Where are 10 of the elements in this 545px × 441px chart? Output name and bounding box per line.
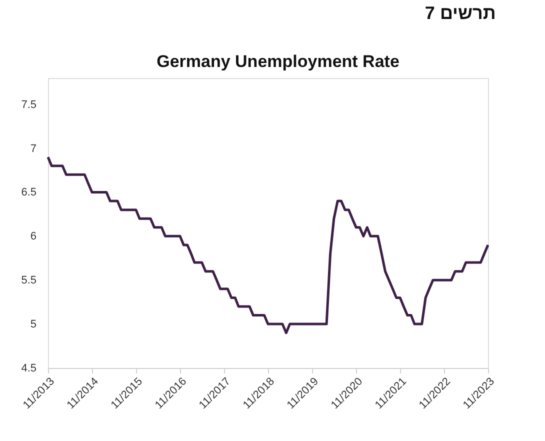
chart-subtitle: Germany Unemployment Rate <box>156 52 400 71</box>
y-tick-label: 4.5 <box>21 362 36 374</box>
y-tick-label: 7 <box>30 142 36 155</box>
y-tick-label: 5.5 <box>21 274 36 287</box>
y-tick-label: 5 <box>30 318 36 331</box>
y-tick-label: 6 <box>30 230 36 243</box>
chart-title: תרשים 7 <box>424 3 496 23</box>
line-series <box>46 156 490 334</box>
y-tick-label: 7.5 <box>21 98 36 111</box>
y-tick-label: 6.5 <box>21 186 36 199</box>
